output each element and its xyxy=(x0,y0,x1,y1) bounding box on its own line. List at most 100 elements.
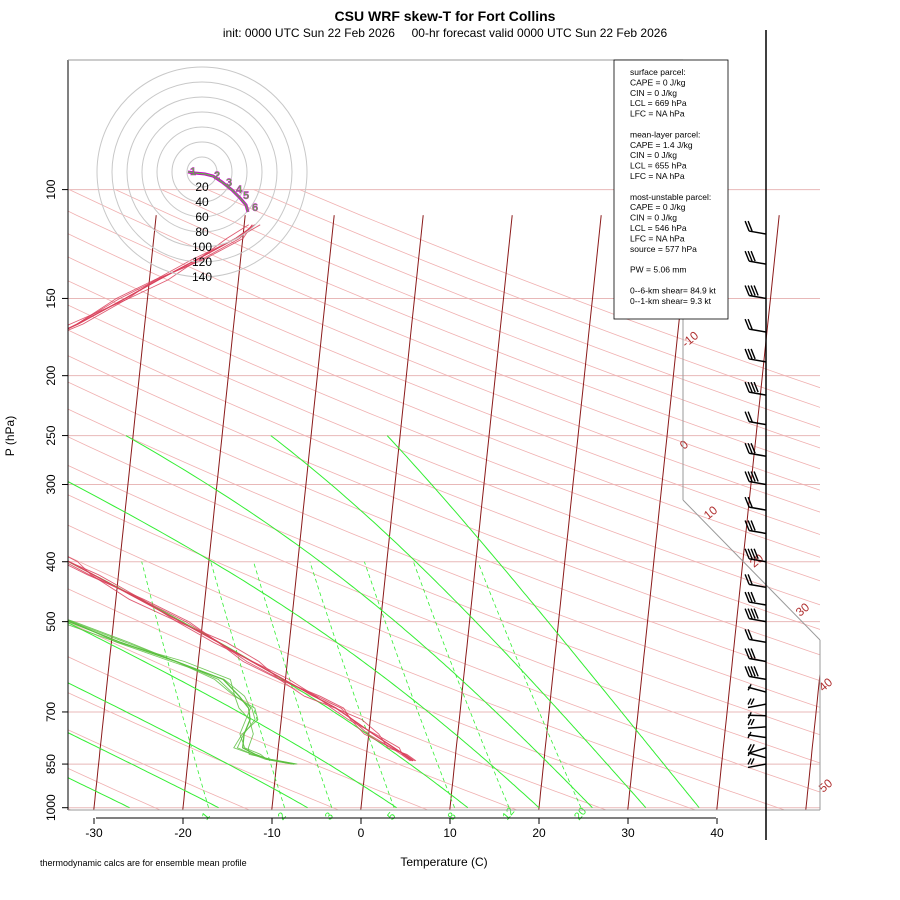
isotherm-line xyxy=(449,215,513,810)
wind-barb xyxy=(744,285,767,300)
dry-adiabat xyxy=(69,189,820,491)
mixing-ratio-line xyxy=(210,561,285,808)
info-line: mean-layer parcel: xyxy=(630,129,700,139)
dewpoint-line xyxy=(68,624,298,765)
info-line: surface parcel: xyxy=(630,67,686,77)
info-line: 0--1-km shear= 9.3 kt xyxy=(630,296,712,306)
dry-adiabat xyxy=(68,808,72,810)
wind-barb xyxy=(744,629,767,644)
info-line: LCL = 546 hPa xyxy=(630,223,687,233)
dry-adiabat xyxy=(68,408,820,708)
info-line: LCL = 669 hPa xyxy=(630,98,687,108)
dry-adiabat xyxy=(68,555,697,810)
x-axis: -30 -20 -10 0 10 20 30 40 xyxy=(85,817,724,840)
wind-barb xyxy=(744,381,767,396)
wind-barb xyxy=(744,411,767,426)
y-tick-label: 250 xyxy=(44,425,58,445)
y-tick-label: 500 xyxy=(44,611,58,631)
footnote: thermodynamic calcs are for ensemble mea… xyxy=(40,858,247,868)
x-tick-label: 30 xyxy=(621,826,635,840)
wind-barb xyxy=(747,758,767,769)
mixing-ratio-line xyxy=(413,561,510,808)
hodograph-ring-label: 60 xyxy=(195,210,209,224)
mixing-ratio-line xyxy=(141,561,209,808)
dry-adiabat xyxy=(68,494,820,793)
x-tick-label: 10 xyxy=(443,826,457,840)
x-tick-label: -10 xyxy=(263,826,281,840)
wind-barb xyxy=(744,548,767,563)
isotherm-line xyxy=(627,215,691,810)
dry-adiabat xyxy=(115,189,820,470)
mixing-ratio-line xyxy=(477,561,582,808)
info-line: CIN = 0 J/kg xyxy=(630,213,677,223)
dry-adiabat xyxy=(68,621,519,810)
isotherm-label: 50 xyxy=(816,776,835,796)
y-tick-label: 850 xyxy=(44,754,58,774)
hodograph-ring-label: 100 xyxy=(192,240,212,254)
mixing-ratio-label: 1 xyxy=(200,810,213,822)
hodograph-ring xyxy=(171,141,233,203)
mixing-ratio-label: 2 xyxy=(276,810,289,822)
hodograph-ring-label: 120 xyxy=(192,255,212,269)
dewpoint-line xyxy=(68,619,292,765)
x-axis-label: Temperature (C) xyxy=(400,855,487,869)
hodograph-height-label: 2 xyxy=(214,170,220,182)
moist-adiabat xyxy=(68,481,540,809)
info-line: CIN = 0 J/kg xyxy=(630,150,677,160)
hodograph-ring-label: 80 xyxy=(195,225,209,239)
dry-adiabat xyxy=(253,189,820,408)
info-line: PW = 5.06 mm xyxy=(630,265,686,275)
moist-adiabat xyxy=(68,732,219,809)
wind-barb xyxy=(744,574,767,589)
profile-lines xyxy=(68,224,417,765)
wind-barb xyxy=(744,496,767,511)
temperature-line xyxy=(68,224,414,762)
chart-title: CSU WRF skew-T for Fort Collins xyxy=(335,8,556,24)
dry-adiabat xyxy=(207,189,820,428)
mixing-ratio-label: 5 xyxy=(385,810,398,822)
wind-barb xyxy=(747,711,767,719)
isotherm-line xyxy=(805,669,820,810)
wind-barb xyxy=(744,443,767,457)
x-tick-label: -20 xyxy=(174,826,192,840)
moist-adiabat xyxy=(125,435,593,809)
wind-barb xyxy=(747,749,767,759)
dry-adiabat xyxy=(68,210,820,513)
wind-barb xyxy=(747,718,767,729)
background-lines xyxy=(68,189,820,810)
wind-barb xyxy=(744,471,767,486)
mixing-ratio-label: 8 xyxy=(446,810,459,822)
temperature-line xyxy=(68,224,412,762)
wind-barb xyxy=(747,731,767,739)
y-tick-label: 300 xyxy=(44,474,58,494)
mixing-ratio-line xyxy=(309,561,395,808)
dry-adiabat xyxy=(68,767,162,810)
info-line: CAPE = 1.4 J/kg xyxy=(630,140,693,150)
wind-barb xyxy=(744,348,767,363)
dry-adiabat xyxy=(68,656,429,810)
info-line: LFC = NA hPa xyxy=(630,171,685,181)
isotherm-label: -10 xyxy=(679,328,702,350)
info-line: LFC = NA hPa xyxy=(630,109,685,119)
mixing-ratio-line xyxy=(364,561,455,808)
wind-barb xyxy=(744,591,767,606)
mixing-ratio-label: 3 xyxy=(323,810,336,822)
isotherm-line xyxy=(93,215,157,810)
hodograph-ring-label: 140 xyxy=(192,270,212,284)
info-line: 0--6-km shear= 84.9 kt xyxy=(630,285,716,295)
dry-adiabat xyxy=(68,355,820,656)
dry-adiabat xyxy=(161,189,820,449)
wind-barb xyxy=(747,743,767,755)
info-line: CAPE = 0 J/kg xyxy=(630,77,686,87)
temperature-line xyxy=(68,224,417,762)
wind-barb xyxy=(744,250,767,265)
hodograph-trace-inner xyxy=(187,171,249,213)
wind-barbs xyxy=(744,220,767,769)
hodograph-ring-label: 20 xyxy=(195,180,209,194)
mixing-ratio-line xyxy=(253,561,333,808)
hodograph-height-label: 1 xyxy=(190,166,196,178)
dry-adiabat xyxy=(68,464,820,764)
dry-adiabat xyxy=(68,304,820,606)
wind-barb xyxy=(744,666,767,681)
